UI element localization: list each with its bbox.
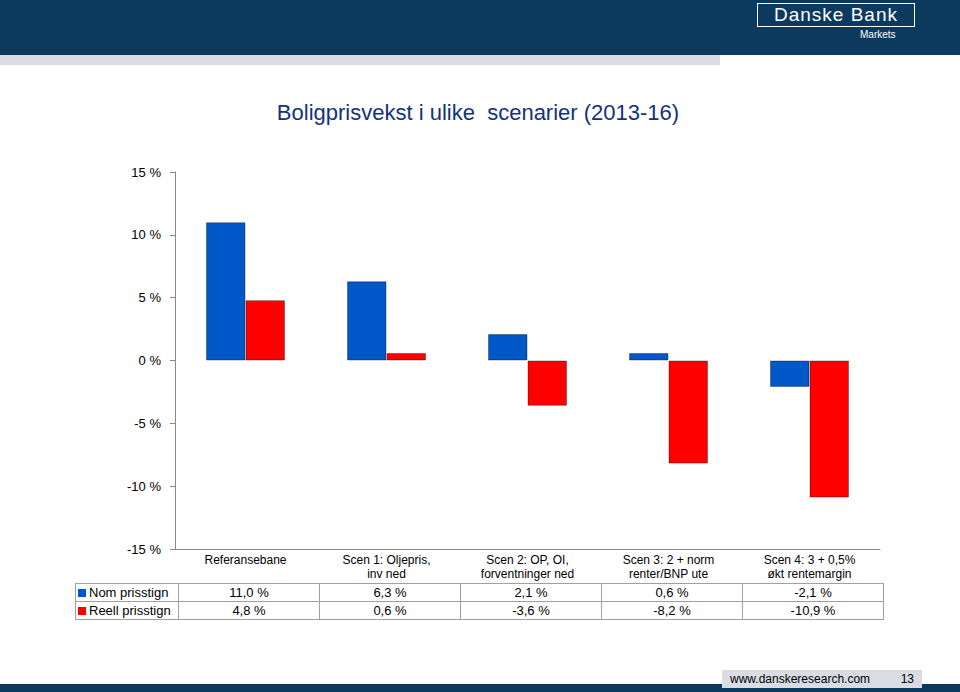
svg-text:Scen 1: Oljepris,: Scen 1: Oljepris, (342, 553, 430, 567)
html-text:Danske Bank: Danske Bank (774, 4, 898, 25)
svg-text:Referansebane: Referansebane (204, 553, 286, 567)
svg-text:Boligprisvekst i ulike scenar: Boligprisvekst i ulike scenarier (2013-1… (277, 100, 679, 125)
html-text:Nom prisstign: Nom prisstign (89, 585, 169, 600)
svg-text:15 %: 15 % (131, 165, 161, 180)
svg-text:-5 %: -5 % (134, 416, 161, 431)
svg-text:inv ned: inv ned (367, 567, 406, 581)
html-text:6,3 %: 6,3 % (373, 585, 407, 600)
svg-text:økt rentemargin: økt rentemargin (767, 567, 851, 581)
html-text:4,8 %: 4,8 % (232, 603, 266, 618)
svg-text:forventninger ned: forventninger ned (481, 567, 574, 581)
html-text:2,1 %: 2,1 % (514, 585, 548, 600)
html-text:11,0 %: 11,0 % (229, 585, 269, 600)
svg-text:Scen 2: OP, OI,: Scen 2: OP, OI, (486, 553, 569, 567)
html-text:13: 13 (900, 672, 914, 686)
html-text:Markets: Markets (860, 29, 896, 40)
html-text:www.danskeresearch.com: www.danskeresearch.com (730, 672, 871, 686)
html-text:-2,1 %: -2,1 % (794, 585, 832, 600)
svg-text:Scen 3: 2 + norm: Scen 3: 2 + norm (623, 553, 715, 567)
html-text:-3,6 %: -3,6 % (512, 603, 550, 618)
svg-text:Scen 4: 3 + 0,5%: Scen 4: 3 + 0,5% (764, 553, 856, 567)
html-text:Reell prisstign: Reell prisstign (89, 603, 171, 618)
svg-text:-15 %: -15 % (127, 542, 161, 557)
html-text:0,6 %: 0,6 % (655, 585, 689, 600)
svg-text:-10 %: -10 % (127, 479, 161, 494)
svg-text:10 %: 10 % (131, 227, 161, 242)
svg-text:0 %: 0 % (139, 353, 162, 368)
html-text:0,6 %: 0,6 % (373, 603, 407, 618)
html-text:-8,2 %: -8,2 % (653, 603, 691, 618)
svg-text:renter/BNP ute: renter/BNP ute (629, 567, 708, 581)
svg-text:5 %: 5 % (139, 290, 162, 305)
html-text:-10,9 %: -10,9 % (790, 603, 836, 618)
